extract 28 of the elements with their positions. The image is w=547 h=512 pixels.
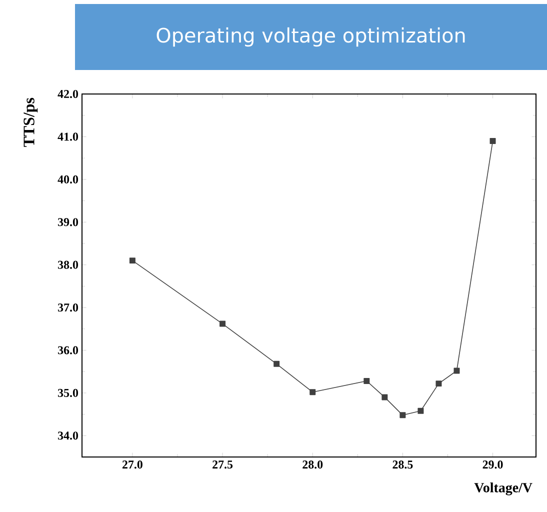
point <box>490 138 496 144</box>
point <box>274 360 280 367</box>
x-tick-label: 28.5 <box>392 460 413 469</box>
point <box>418 408 424 414</box>
x-tick-label: 29.0 <box>482 460 503 469</box>
y-tick-label: 42.0 <box>58 90 78 98</box>
y-tick-label: 35.0 <box>58 388 78 398</box>
point <box>400 412 406 418</box>
y-tick-label: 34.0 <box>58 432 78 440</box>
y-tick-label: 39.0 <box>58 218 78 226</box>
point <box>454 368 460 374</box>
point <box>129 258 136 264</box>
y-tick-label: 41.0 <box>58 132 78 141</box>
x-axis-title: Voltage/V <box>474 482 532 496</box>
y-axis-title: TTS/ps <box>24 98 38 147</box>
point <box>436 380 442 387</box>
y-tick-label: 37.0 <box>58 303 78 312</box>
chart-title: Operating voltage optimization <box>156 27 465 47</box>
y-tick-label: 36.0 <box>58 346 78 354</box>
y-tick-label: 40.0 <box>58 175 78 184</box>
x-tick-label: 27.0 <box>122 460 142 469</box>
point <box>364 378 370 384</box>
y-tick-label: 38.0 <box>58 260 78 269</box>
x-tick-label: 28.0 <box>302 460 323 469</box>
x-tick-label: 27.5 <box>212 460 233 469</box>
point <box>382 394 388 400</box>
point <box>220 320 226 327</box>
point <box>310 389 316 396</box>
